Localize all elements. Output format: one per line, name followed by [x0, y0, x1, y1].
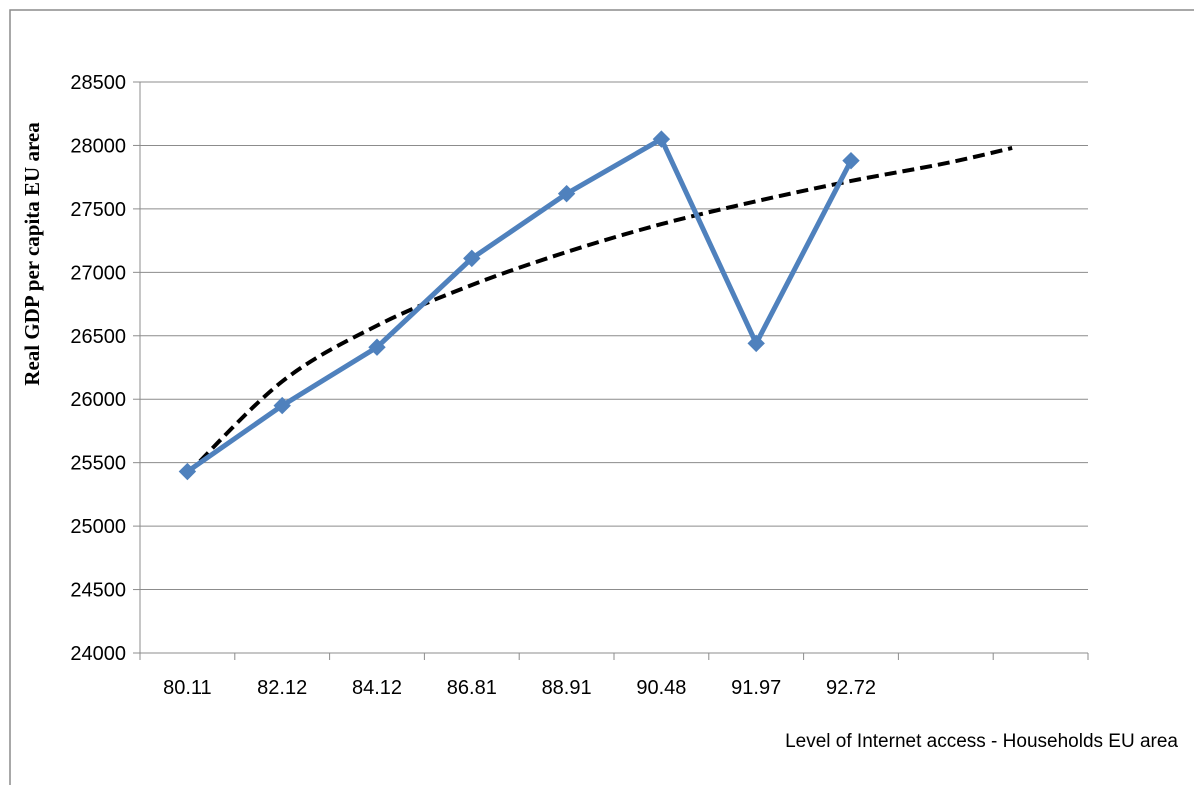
x-tick-label-90.48: 90.48 [636, 677, 686, 699]
y-tick-label-27500: 27500 [70, 199, 126, 221]
data-point-90.48 [652, 130, 671, 148]
chart-frame [9, 9, 1194, 785]
series [178, 130, 860, 481]
x-tick-label-91.97: 91.97 [731, 677, 781, 699]
data-point-82.12 [273, 396, 291, 415]
x-tick-labels: 80.11 82.12 84.12 86.81 88.91 90.48 91.97 92.72 [163, 677, 876, 699]
y-axis-label: Real GDP per capita EU area [20, 122, 44, 386]
data-point-92.72 [842, 151, 860, 170]
data-point-86.81 [463, 249, 481, 268]
data-point-84.12 [368, 338, 386, 356]
y-tick-label-26000: 26000 [70, 389, 126, 411]
x-tick-label-86.81: 86.81 [447, 677, 497, 699]
x-axis-label: Level of Internet access - Households EU… [785, 731, 1178, 752]
y-tick-label-26500: 26500 [70, 326, 126, 348]
gridlines [140, 81, 1088, 591]
x-tick-label-82.12: 82.12 [257, 677, 307, 699]
x-tick-label-88.91: 88.91 [542, 677, 592, 699]
data-point-80.11 [178, 462, 197, 481]
y-tick-label-25500: 25500 [70, 453, 126, 475]
y-tick-label-28500: 28500 [70, 72, 126, 94]
y-tick-labels: 24000 24500 25000 25500 26000 26500 27000 27500… [70, 72, 126, 665]
x-tick-label-80.11: 80.11 [163, 677, 212, 699]
y-tick-label-25000: 25000 [70, 516, 126, 538]
y-tick-label-24500: 24500 [70, 580, 126, 602]
y-tick-label-24000: 24000 [70, 643, 126, 665]
y-tick-label-27000: 27000 [70, 262, 126, 284]
trendline-path [186, 146, 1013, 476]
x-tick-label-92.72: 92.72 [826, 677, 876, 699]
data-point-91.97 [747, 334, 765, 353]
series-line-0 [185, 136, 854, 474]
x-tick-label-84.12: 84.12 [352, 677, 402, 699]
axes [133, 81, 1089, 660]
trendline [186, 146, 1013, 476]
data-point-88.91 [557, 184, 576, 203]
y-tick-label-28000: 28000 [70, 135, 126, 157]
